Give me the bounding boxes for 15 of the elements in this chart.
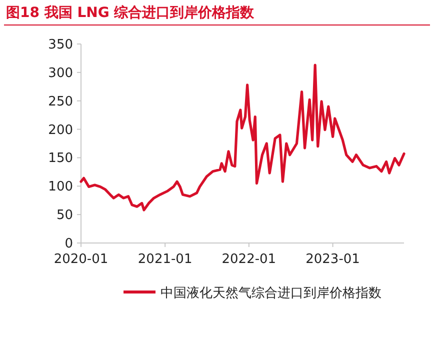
chart-title: 图18 我国 LNG 综合进口到岸价格指数 bbox=[6, 4, 256, 21]
line-series bbox=[80, 64, 406, 212]
y-tick-label: 200 bbox=[48, 122, 73, 138]
y-tick-label: 0 bbox=[64, 236, 73, 252]
y-tick-label: 150 bbox=[48, 151, 73, 166]
x-tick-label: 2021-01 bbox=[138, 252, 192, 267]
y-tick-label: 100 bbox=[48, 180, 73, 195]
y-tick-label: 50 bbox=[56, 208, 73, 224]
x-tick-label: 2020-01 bbox=[54, 252, 108, 267]
y-tick-label: 300 bbox=[48, 66, 73, 81]
y-tick-label: 350 bbox=[48, 38, 73, 52]
legend-label: 中国液化天然气综合进口到岸价格指数 bbox=[160, 286, 382, 301]
x-tick-label: 2022-01 bbox=[222, 252, 276, 267]
y-tick-label: 250 bbox=[48, 94, 73, 110]
x-tick-label: 2023-01 bbox=[306, 252, 360, 267]
